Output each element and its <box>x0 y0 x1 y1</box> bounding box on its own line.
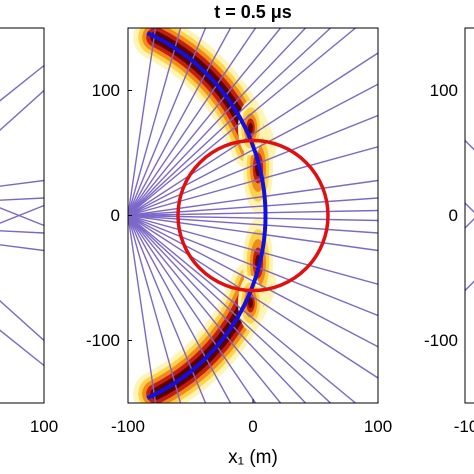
right-y-tick-label: 100 <box>430 81 458 100</box>
inclusion-circle <box>176 138 330 293</box>
right-x-tick-label: -10 <box>454 417 474 436</box>
ray-line <box>0 207 44 227</box>
left-x-tick-label: 100 <box>30 417 58 436</box>
ray-line <box>128 214 378 222</box>
focus-lobe <box>248 122 253 134</box>
center-plot-area <box>128 28 378 403</box>
ray-line <box>465 140 474 151</box>
ray-line <box>465 280 474 291</box>
ray-line <box>465 218 474 229</box>
ray-line <box>128 209 378 217</box>
ray-line <box>128 214 331 403</box>
ray-line <box>128 214 378 379</box>
ray-line <box>0 299 44 342</box>
ray-line <box>0 329 44 367</box>
ray-line <box>128 197 378 217</box>
y-tick-label: 100 <box>92 81 120 100</box>
right-panel: 100 0 -100 -10 <box>424 27 474 436</box>
focus-lobe <box>248 297 253 309</box>
ray-line <box>128 215 307 403</box>
ray-line <box>128 214 378 252</box>
wavefront-arc <box>146 31 268 400</box>
ray-line <box>0 179 44 187</box>
ray-line <box>128 215 157 403</box>
right-rays <box>465 140 474 291</box>
x-tick-label: 100 <box>364 417 392 436</box>
chart-title: t = 0.5 μs <box>214 2 292 22</box>
left-axes-box <box>0 27 45 404</box>
right-y-tick-label: 0 <box>449 206 458 225</box>
ray-line <box>128 28 282 216</box>
wavefield-heatmap <box>133 28 277 403</box>
left-panel: 100 <box>0 27 58 436</box>
y-tick-label: 0 <box>111 206 120 225</box>
ray-line <box>128 28 331 217</box>
center-ticks <box>127 90 379 403</box>
ray-line <box>128 215 282 403</box>
ray-line <box>128 146 378 217</box>
x-tick-label: 0 <box>248 417 257 436</box>
x-tick-label: -100 <box>111 417 145 436</box>
right-axes-box <box>464 27 474 404</box>
ray-line <box>128 215 182 403</box>
ray-line <box>128 28 157 216</box>
ray-line <box>128 28 307 216</box>
x-axis-label: x₁ (m) <box>228 447 278 468</box>
ray-line <box>128 114 378 217</box>
ray-line <box>0 64 44 102</box>
ray-line <box>128 215 232 403</box>
ray-line <box>128 52 378 217</box>
ray-line <box>0 197 44 201</box>
ray-line <box>128 214 378 317</box>
ray-line <box>465 202 474 213</box>
right-y-tick-label: -100 <box>424 331 458 350</box>
y-tick-label: -100 <box>86 331 120 350</box>
center-rays <box>128 28 378 403</box>
center-panel: t = 0.5 μs -100 0 100 100 0 -100 x₁ (m) <box>86 2 392 468</box>
ray-line <box>128 214 378 234</box>
ray-line <box>0 89 44 132</box>
ray-line <box>128 179 378 217</box>
ray-line <box>0 244 44 252</box>
ray-line <box>128 28 182 216</box>
left-rays <box>0 64 44 367</box>
ray-line <box>128 28 257 216</box>
ray-line <box>128 215 257 403</box>
ray-line <box>0 230 44 234</box>
ray-line <box>128 214 378 285</box>
ray-line <box>128 28 232 216</box>
